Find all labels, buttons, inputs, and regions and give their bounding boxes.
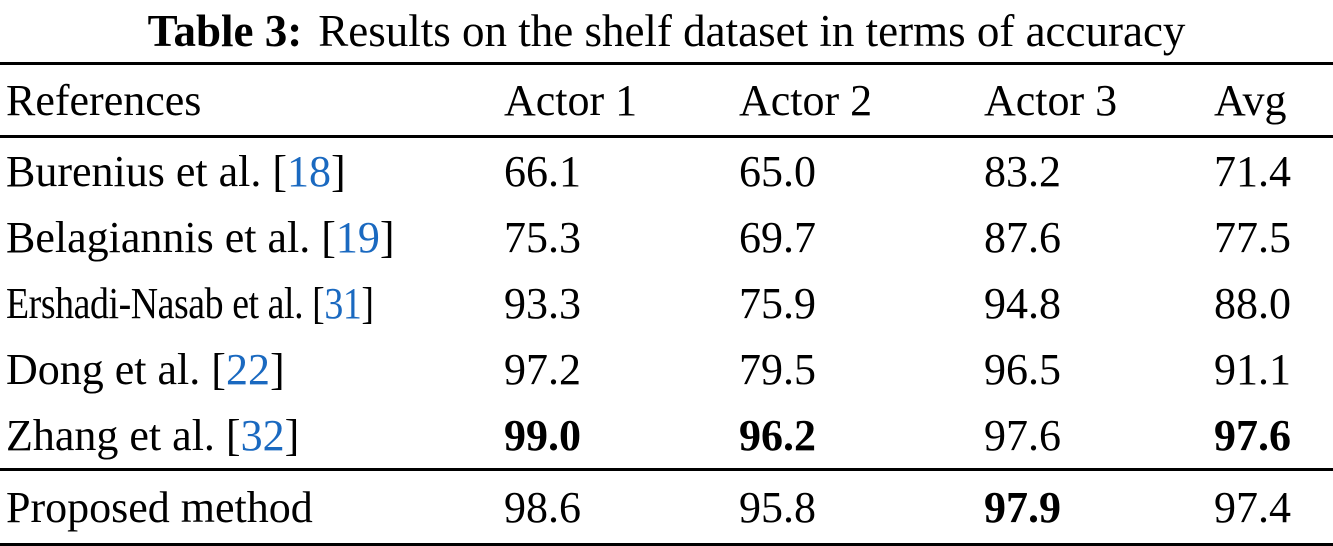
column-header-actor-3: Actor 3 <box>984 75 1118 125</box>
value-cell-actor-1: 93.3 <box>504 278 581 328</box>
bottom-rule <box>0 543 1333 546</box>
value-cell-actor-3: 97.6 <box>984 410 1061 460</box>
reference-cell: Proposed method <box>6 482 504 533</box>
value-cell-actor-2: 69.7 <box>739 212 816 262</box>
proposed-method-row: Proposed method 98.6 95.8 97.9 97.4 <box>0 471 1333 543</box>
value-cell-actor-1: 75.3 <box>504 212 581 262</box>
value-cell-actor-3: 94.8 <box>984 278 1061 328</box>
citation-bracket: ] <box>284 410 300 460</box>
value-cell-actor-1: 99.0 <box>504 410 581 460</box>
reference-cell: Zhang et al. [32] <box>6 410 504 461</box>
value-cell-avg: 91.1 <box>1214 344 1291 394</box>
column-header-actor-2: Actor 2 <box>739 75 873 125</box>
value-cell-actor-3: 87.6 <box>984 212 1061 262</box>
citation-bracket: [ <box>272 146 288 196</box>
value-cell-actor-3: 83.2 <box>984 146 1061 196</box>
table-caption-text: Results on the shelf dataset in terms of… <box>318 6 1186 56</box>
table-row: Zhang et al. [32] 99.0 96.2 97.6 97.6 <box>0 402 1333 468</box>
value-cell-actor-2: 95.8 <box>739 482 816 532</box>
table-caption-label: Table 3: <box>147 6 303 56</box>
reference-cell: Burenius et al. [18] <box>6 146 504 197</box>
citation-bracket: [ <box>225 410 241 460</box>
column-header-references: References <box>6 75 202 125</box>
mid-rule <box>0 468 1333 471</box>
citation-bracket: [ <box>211 344 226 394</box>
reference-cell: Dong et al. [22] <box>6 344 504 395</box>
table-header-row: References Actor 1 Actor 2 Actor 3 Avg <box>0 65 1333 135</box>
reference-cell: Belagiannis et al. [19] <box>6 212 504 263</box>
value-cell-avg: 77.5 <box>1214 212 1291 262</box>
reference-cell: Ershadi-Nasab et al. [31] <box>6 278 504 329</box>
column-header-actor-1: Actor 1 <box>504 75 638 125</box>
citation-bracket: ] <box>379 212 395 262</box>
citation-bracket: ] <box>331 146 346 196</box>
citation-link[interactable]: 19 <box>335 212 380 262</box>
value-cell-avg: 97.6 <box>1214 410 1291 460</box>
reference-text: Belagiannis et al. <box>6 212 311 262</box>
citation-bracket: ] <box>361 278 374 328</box>
value-cell-actor-2: 96.2 <box>739 410 816 460</box>
reference-text: Zhang et al. <box>6 410 215 460</box>
table-row: Burenius et al. [18] 66.1 65.0 83.2 71.4 <box>0 138 1333 204</box>
top-rule <box>0 62 1333 65</box>
reference-text: Proposed method <box>6 482 313 532</box>
table-caption: Table 3: Results on the shelf dataset in… <box>0 0 1333 62</box>
citation-bracket: [ <box>321 212 336 262</box>
table-row: Belagiannis et al. [19] 75.3 69.7 87.6 7… <box>0 204 1333 270</box>
value-cell-actor-1: 98.6 <box>504 482 581 532</box>
citation-link[interactable]: 32 <box>240 410 285 460</box>
value-cell-actor-2: 79.5 <box>739 344 816 394</box>
value-cell-avg: 88.0 <box>1214 278 1291 328</box>
citation-link[interactable]: 22 <box>225 344 270 394</box>
citation-link[interactable]: 31 <box>324 278 362 328</box>
reference-text: Dong et al. <box>6 344 201 394</box>
value-cell-actor-1: 66.1 <box>504 146 581 196</box>
value-cell-actor-1: 97.2 <box>504 344 581 394</box>
value-cell-actor-2: 75.9 <box>739 278 816 328</box>
table-row: Ershadi-Nasab et al. [31] 93.3 75.9 94.8… <box>0 270 1333 336</box>
value-cell-avg: 71.4 <box>1214 146 1291 196</box>
citation-bracket: ] <box>269 344 285 394</box>
column-header-avg: Avg <box>1214 75 1287 125</box>
value-cell-actor-3: 96.5 <box>984 344 1061 394</box>
value-cell-avg: 97.4 <box>1214 482 1291 532</box>
table-row: Dong et al. [22] 97.2 79.5 96.5 91.1 <box>0 336 1333 402</box>
citation-link[interactable]: 18 <box>287 146 332 196</box>
reference-text: Ershadi-Nasab et al. <box>6 278 304 328</box>
citation-bracket: [ <box>312 278 325 328</box>
value-cell-actor-3: 97.9 <box>984 482 1061 532</box>
reference-text: Burenius et al. <box>6 146 262 196</box>
value-cell-actor-2: 65.0 <box>739 146 816 196</box>
header-rule <box>0 135 1333 138</box>
